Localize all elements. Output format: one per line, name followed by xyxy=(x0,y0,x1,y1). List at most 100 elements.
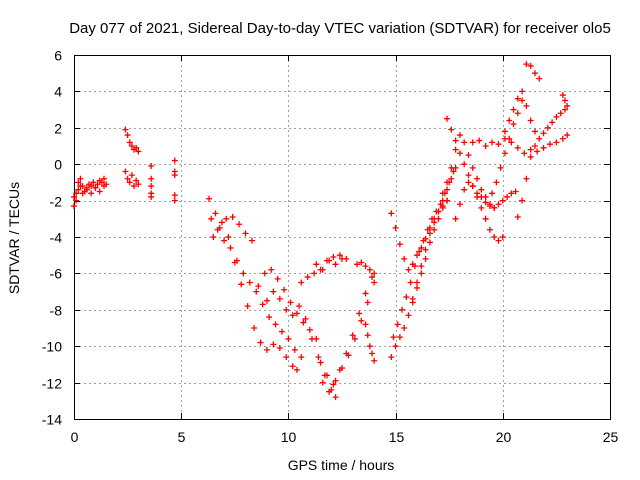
data-point xyxy=(501,150,508,157)
x-tick-label: 25 xyxy=(603,429,619,445)
data-point xyxy=(521,150,528,157)
data-point xyxy=(546,141,553,148)
data-point xyxy=(465,152,472,159)
data-point xyxy=(330,381,337,388)
data-point xyxy=(469,164,476,171)
data-point xyxy=(564,132,571,139)
data-point xyxy=(444,197,451,204)
data-point xyxy=(101,183,108,190)
data-point xyxy=(298,354,305,361)
data-point xyxy=(506,135,513,142)
data-point xyxy=(416,248,423,255)
data-point xyxy=(332,394,339,401)
data-point xyxy=(296,303,303,310)
data-point xyxy=(527,117,534,124)
data-point xyxy=(456,201,463,208)
data-point xyxy=(88,183,95,190)
data-point xyxy=(356,310,363,317)
data-point xyxy=(478,193,485,200)
data-point xyxy=(362,263,369,270)
grid xyxy=(74,55,610,419)
data-point xyxy=(448,164,455,171)
data-point xyxy=(486,226,493,233)
data-point xyxy=(148,193,155,200)
data-point xyxy=(390,334,397,341)
data-point xyxy=(223,215,230,222)
data-point xyxy=(135,181,142,188)
data-point xyxy=(128,172,135,179)
data-point xyxy=(300,319,307,326)
data-point xyxy=(476,137,483,144)
data-point xyxy=(308,335,315,342)
data-point xyxy=(263,297,270,304)
x-tick-label: 10 xyxy=(281,429,297,445)
data-point xyxy=(426,224,433,231)
data-point xyxy=(495,237,502,244)
data-point xyxy=(478,186,485,193)
data-point xyxy=(448,126,455,133)
data-point xyxy=(409,261,416,268)
data-point xyxy=(469,183,476,190)
data-point xyxy=(304,274,311,281)
series-arc-02 xyxy=(71,183,108,204)
data-point xyxy=(450,168,457,175)
data-point xyxy=(227,244,234,251)
data-point xyxy=(270,341,277,348)
data-point xyxy=(212,210,219,217)
data-point xyxy=(405,312,412,319)
series-arc-28 xyxy=(514,106,568,220)
data-point xyxy=(439,190,446,197)
data-point xyxy=(75,179,82,186)
data-point xyxy=(561,97,568,104)
series-arc-24 xyxy=(452,179,519,222)
data-point xyxy=(553,139,560,146)
series-arc-07 xyxy=(206,195,300,373)
data-point xyxy=(426,230,433,237)
series-arc-29 xyxy=(523,61,543,82)
data-point xyxy=(364,332,371,339)
data-point xyxy=(259,301,266,308)
data-point xyxy=(452,146,459,153)
series-arc-22 xyxy=(439,132,498,211)
data-point xyxy=(71,203,77,210)
data-point xyxy=(319,379,326,386)
series-arc-04 xyxy=(122,168,142,190)
x-tick-label: 15 xyxy=(389,429,405,445)
data-point xyxy=(461,139,468,146)
data-point xyxy=(229,213,236,220)
data-point xyxy=(435,208,442,215)
data-point xyxy=(77,183,84,190)
data-point xyxy=(289,312,296,319)
data-point xyxy=(403,294,410,301)
data-point xyxy=(90,179,97,186)
data-point xyxy=(88,190,95,197)
data-point xyxy=(349,332,356,339)
data-point xyxy=(332,261,339,268)
data-point xyxy=(253,288,260,295)
x-axis: 0 5 10 15 20 25 xyxy=(71,55,619,445)
x-tick-label: 0 xyxy=(71,429,79,445)
data-point xyxy=(486,203,493,210)
data-point xyxy=(171,197,178,204)
data-point xyxy=(171,157,178,164)
data-point xyxy=(83,186,90,193)
data-point xyxy=(531,143,538,149)
series-arc-06 xyxy=(171,157,178,204)
data-point xyxy=(306,326,313,333)
data-point xyxy=(216,224,223,231)
data-point xyxy=(461,186,468,193)
x-tick-label: 5 xyxy=(178,429,186,445)
data-point xyxy=(418,263,425,270)
data-point xyxy=(371,357,378,364)
data-point xyxy=(298,279,305,286)
data-point xyxy=(73,197,80,204)
data-point xyxy=(491,204,498,211)
data-point xyxy=(148,163,155,170)
data-point xyxy=(96,188,103,195)
data-point xyxy=(514,144,521,151)
series-arc-27 xyxy=(501,88,538,135)
data-point xyxy=(291,346,298,353)
data-point xyxy=(536,135,543,142)
series-arc-01 xyxy=(71,175,110,210)
data-point xyxy=(426,239,433,246)
